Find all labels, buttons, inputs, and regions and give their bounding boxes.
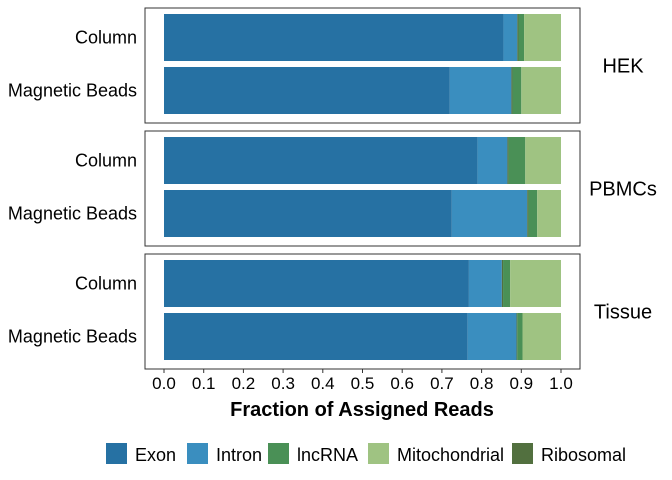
bar-pbmcs-magnetic-beads-mitochondrial	[537, 190, 561, 237]
legend-swatch	[106, 443, 127, 464]
facet-strip-label: HEK	[602, 56, 644, 78]
facet-tissue: Column Magnetic Beads Tissue	[8, 253, 652, 370]
panel-border	[144, 130, 581, 247]
bar-hek-magnetic-beads-ribosomal	[511, 67, 513, 114]
legend-item-exon: Exon	[106, 443, 176, 465]
panel-border	[144, 7, 581, 124]
legend-label: Mitochondrial	[397, 445, 504, 465]
x-tick-label: 0.0	[152, 374, 176, 393]
legend-label: lncRNA	[297, 445, 358, 465]
bar-tissue-magnetic-beads-mitochondrial	[522, 313, 561, 360]
bar-tissue-magnetic-beads-ribosomal	[516, 313, 518, 360]
bar-hek-column-exon	[164, 14, 504, 61]
facet-panels: Column Magnetic Beads HEK Column Magnetic Be…	[8, 7, 657, 370]
bar-pbmcs-magnetic-beads-ribosomal	[527, 190, 529, 237]
bar-tissue-column-exon	[164, 260, 469, 307]
facet-pbmcs: Column Magnetic Beads PBMCs	[8, 130, 657, 247]
bar-hek-magnetic-beads-lncrna	[512, 67, 522, 114]
x-tick-label: 0.4	[311, 374, 335, 393]
legend-swatch	[368, 443, 389, 464]
legend-label: Ribosomal	[541, 445, 626, 465]
bar-pbmcs-column-mitochondrial	[525, 137, 561, 184]
legend-item-mitochondrial: Mitochondrial	[368, 443, 504, 465]
bar-hek-column-mitochondrial	[524, 14, 561, 61]
x-tick-label: 0.9	[509, 374, 533, 393]
bar-tissue-column-intron	[468, 260, 502, 307]
y-tick-label: Magnetic Beads	[8, 81, 137, 101]
y-tick-label: Column	[75, 151, 137, 171]
bar-pbmcs-column-ribosomal	[507, 137, 509, 184]
legend-swatch	[268, 443, 289, 464]
x-tick-label: 0.6	[390, 374, 414, 393]
x-tick-label: 0.2	[232, 374, 256, 393]
legend-item-lncrna: lncRNA	[268, 443, 358, 465]
x-tick-label: 1.0	[549, 374, 573, 393]
bar-pbmcs-magnetic-beads-intron	[451, 190, 528, 237]
y-tick-label: Magnetic Beads	[8, 204, 137, 224]
y-tick-label: Magnetic Beads	[8, 327, 137, 347]
bar-hek-column-ribosomal	[517, 14, 519, 61]
x-tick-label: 0.1	[192, 374, 216, 393]
legend-item-intron: Intron	[187, 443, 262, 465]
x-axis: 0.0 0.1 0.2 0.3 0.4 0.5 0.6 0.7 0.8 0.9 1.0	[145, 368, 580, 393]
x-tick-label: 0.8	[470, 374, 494, 393]
legend-label: Intron	[216, 445, 262, 465]
facet-strip-label: Tissue	[594, 302, 652, 324]
legend: Exon Intron lncRNA Mitochondrial Ribosomal	[106, 443, 626, 465]
y-tick-label: Column	[75, 274, 137, 294]
bar-hek-column-intron	[503, 14, 518, 61]
x-tick-label: 0.5	[351, 374, 375, 393]
legend-swatch	[512, 443, 533, 464]
x-axis-title: Fraction of Assigned Reads	[230, 399, 494, 421]
bar-tissue-magnetic-beads-exon	[164, 313, 468, 360]
x-tick-label: 0.3	[271, 374, 295, 393]
bar-pbmcs-column-exon	[164, 137, 478, 184]
bar-tissue-magnetic-beads-lncrna	[517, 313, 523, 360]
legend-item-ribosomal: Ribosomal	[512, 443, 626, 465]
bar-tissue-magnetic-beads-intron	[467, 313, 517, 360]
bar-tissue-column-mitochondrial	[510, 260, 561, 307]
legend-swatch	[187, 443, 208, 464]
facet-hek: Column Magnetic Beads HEK	[8, 7, 644, 124]
bar-hek-magnetic-beads-mitochondrial	[521, 67, 561, 114]
facet-strip-label: PBMCs	[589, 179, 657, 201]
bar-tissue-column-lncrna	[503, 260, 511, 307]
x-tick-label: 0.7	[430, 374, 454, 393]
legend-label: Exon	[135, 445, 176, 465]
bar-hek-column-lncrna	[518, 14, 525, 61]
bar-hek-magnetic-beads-exon	[164, 67, 450, 114]
bar-pbmcs-magnetic-beads-lncrna	[528, 190, 538, 237]
bar-pbmcs-column-intron	[477, 137, 508, 184]
bar-pbmcs-column-lncrna	[508, 137, 526, 184]
bar-pbmcs-magnetic-beads-exon	[164, 190, 452, 237]
bar-tissue-column-ribosomal	[501, 260, 504, 307]
bar-hek-magnetic-beads-intron	[449, 67, 512, 114]
y-tick-label: Column	[75, 28, 137, 48]
